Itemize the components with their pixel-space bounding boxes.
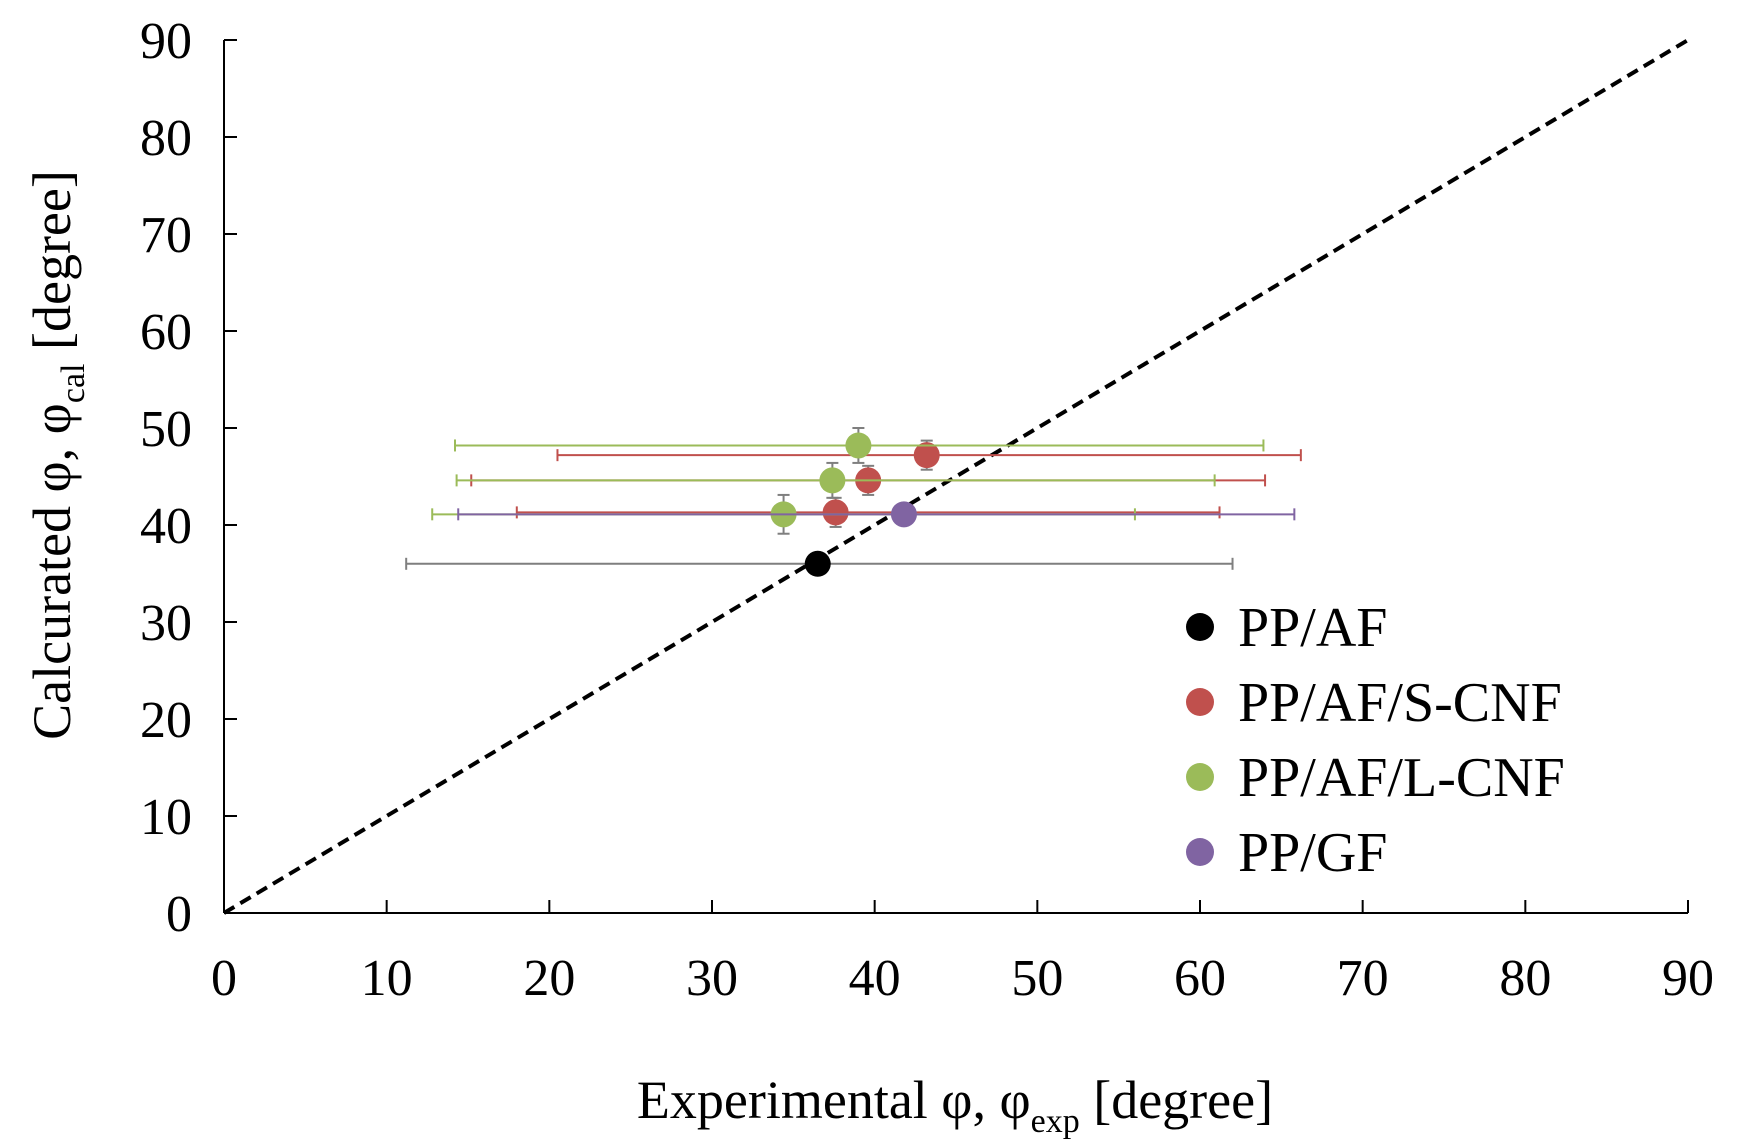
x-axis-title: Experimental φ, φexp [degree]	[637, 1070, 1273, 1140]
x-tick-label: 80	[1499, 950, 1551, 1007]
legend-label: PP/GF	[1238, 822, 1387, 884]
series-pp-af	[405, 550, 1234, 577]
y-tick-label: 20	[140, 692, 192, 749]
legend-marker	[1186, 613, 1214, 641]
y-tick-label: 40	[140, 498, 192, 555]
x-tick-label: 60	[1174, 950, 1226, 1007]
legend-marker	[1186, 688, 1214, 716]
data-point	[913, 442, 940, 469]
legend-label: PP/AF	[1238, 597, 1387, 659]
data-point	[804, 550, 831, 577]
x-tick-label: 50	[1011, 950, 1063, 1007]
x-tick-label: 0	[211, 950, 237, 1007]
y-tick-label: 0	[166, 886, 192, 943]
data-point	[890, 501, 917, 528]
legend: PP/AF PP/AF/S-CNF PP/AF/L-CNF PP/GF	[1186, 597, 1565, 884]
y-tick-label: 50	[140, 401, 192, 458]
series-pp-af-l-cnf	[431, 427, 1265, 535]
data-point	[845, 432, 872, 459]
y-tick-label: 30	[140, 595, 192, 652]
data-point	[822, 499, 849, 526]
data-point	[819, 467, 846, 494]
x-tick-label: 70	[1337, 950, 1389, 1007]
y-tick-label: 60	[140, 304, 192, 361]
y-tick-label: 10	[140, 789, 192, 846]
y-axis-title: Calcurated φ, φcal [degree]	[22, 170, 92, 740]
y-tick-label: 80	[140, 110, 192, 167]
series-pp-gf	[457, 501, 1296, 528]
x-tick-label: 90	[1662, 950, 1714, 1007]
x-tick-label: 10	[361, 950, 413, 1007]
y-tick-label: 90	[140, 13, 192, 70]
x-tick-label: 30	[686, 950, 738, 1007]
y-tick-label: 70	[140, 207, 192, 264]
data-series-group	[405, 427, 1302, 577]
x-tick-label: 20	[523, 950, 575, 1007]
legend-marker	[1186, 838, 1214, 866]
x-tick-label: 40	[849, 950, 901, 1007]
legend-marker	[1186, 763, 1214, 791]
legend-label: PP/AF/S-CNF	[1238, 672, 1562, 734]
axes: 0 10 20 30 40 50 60 70 80 90 0 10 20 30 40 50 60 70 80 90	[140, 13, 1714, 1007]
legend-label: PP/AF/L-CNF	[1238, 747, 1565, 809]
